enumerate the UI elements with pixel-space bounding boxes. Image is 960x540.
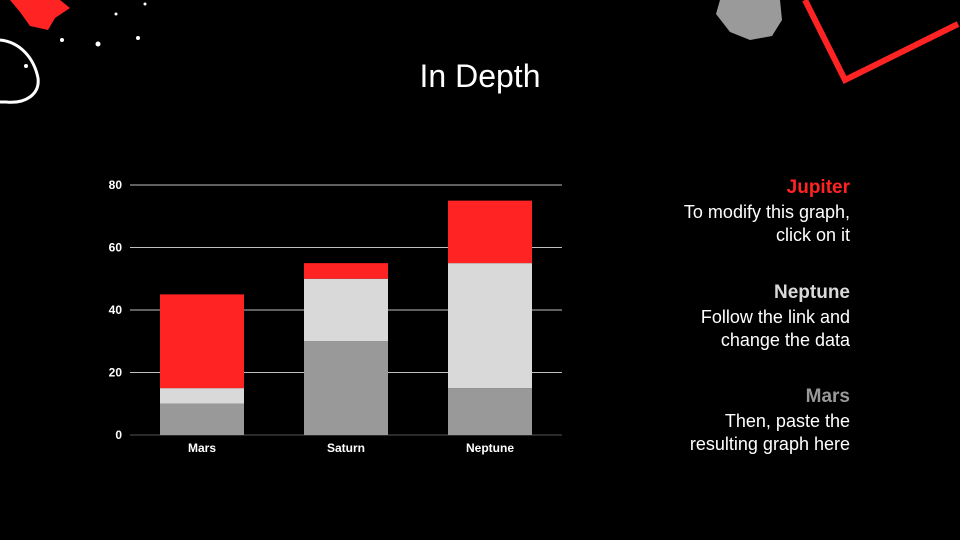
legend-title-jupiter: Jupiter <box>786 177 850 198</box>
legend-text-neptune-line1: Follow the link and <box>700 307 850 327</box>
bar-mars-saturn <box>304 341 388 435</box>
legend-text-neptune-line2: change the data <box>720 330 850 350</box>
x-category-label: Saturn <box>327 441 365 455</box>
top-right-astronaut-decoration <box>716 0 960 85</box>
y-tick-label: 40 <box>109 303 123 317</box>
legend-text-jupiter-line2: click on it <box>775 225 850 245</box>
legend-item-neptune: Neptune Follow the link and change the d… <box>590 282 850 352</box>
bar-jupiter-saturn <box>304 263 388 279</box>
chart-canvas[interactable]: 0 20 40 60 80 Mars Saturn Neptune <box>95 170 575 470</box>
x-category-label: Mars <box>188 441 216 455</box>
y-tick-label: 60 <box>109 241 123 255</box>
legend-title-neptune: Neptune <box>774 282 850 303</box>
legend-text-jupiter-line1: To modify this graph, <box>683 202 850 222</box>
stacked-bar-chart[interactable]: 0 20 40 60 80 Mars Saturn Neptune <box>95 170 575 470</box>
y-tick-label: 20 <box>109 366 123 380</box>
bar-neptune-saturn <box>304 278 388 342</box>
y-tick-label: 80 <box>109 178 123 192</box>
legend-text-mars-line2: resulting graph here <box>689 434 850 454</box>
bar-mars-mars <box>160 403 244 435</box>
bar-neptune-mars <box>160 388 244 404</box>
slide-title: In Depth <box>419 58 541 94</box>
x-category-label: Neptune <box>466 441 514 455</box>
top-left-planet-decoration <box>0 0 147 104</box>
bar-jupiter-mars <box>160 294 244 389</box>
legend-title-mars: Mars <box>805 386 850 407</box>
y-tick-label: 0 <box>115 428 122 442</box>
legend-text-mars-line1: Then, paste the <box>724 411 850 431</box>
bar-jupiter-neptune <box>448 200 532 264</box>
legend-item-jupiter: Jupiter To modify this graph, click on i… <box>590 177 850 247</box>
legend-item-mars: Mars Then, paste the resulting graph her… <box>590 386 850 456</box>
bar-neptune-neptune <box>448 263 532 389</box>
bar-mars-neptune <box>448 388 532 435</box>
